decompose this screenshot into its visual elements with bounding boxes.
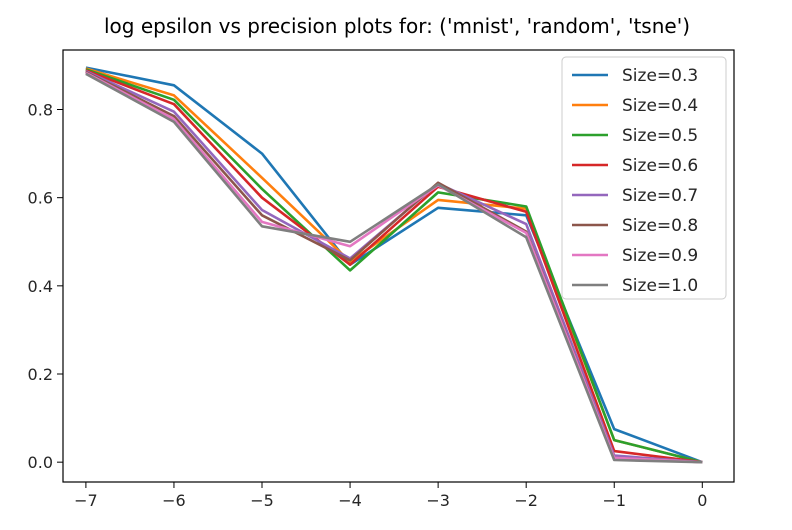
legend-label: Size=0.9 — [622, 246, 698, 266]
y-tick-label: 0.0 — [28, 453, 53, 472]
chart-title: log epsilon vs precision plots for: ('mn… — [104, 14, 690, 38]
series-line-4 — [85, 69, 703, 464]
series-line-1 — [85, 66, 703, 464]
x-tick-label: 0 — [697, 491, 707, 510]
x-tick-label: −3 — [426, 491, 450, 510]
legend-label: Size=0.8 — [622, 216, 698, 236]
legend-label: Size=1.0 — [622, 276, 698, 296]
y-tick-label: 0.8 — [28, 101, 53, 120]
x-tick-label: −1 — [602, 491, 626, 510]
legend-label: Size=0.6 — [622, 156, 698, 176]
legend-label: Size=0.4 — [622, 96, 698, 116]
legend: Size=0.3 Size=0.4 Size=0.5 Size=0.6 Size=0.7… — [561, 56, 727, 300]
x-tick-label: −6 — [162, 491, 186, 510]
legend-box — [561, 56, 727, 300]
x-tick-label: −7 — [74, 491, 98, 510]
x-tick-label: −5 — [250, 491, 274, 510]
legend-label: Size=0.7 — [622, 186, 698, 206]
legend-label: Size=0.3 — [622, 66, 698, 86]
x-tick-label: −4 — [338, 491, 362, 510]
legend-label: Size=0.5 — [622, 126, 698, 146]
series-line-3 — [85, 68, 703, 464]
y-tick-label: 0.6 — [28, 189, 53, 208]
axes: −7 −6 −5 −4 −3 −2 −1 0 0.0 0.2 0.4 0.6 0.8 — [28, 49, 735, 510]
y-tick-label: 0.4 — [28, 277, 53, 296]
axes-frame — [62, 49, 735, 483]
series-line-8 — [85, 72, 703, 464]
plot-area — [85, 66, 703, 464]
x-tick-label: −2 — [514, 491, 538, 510]
y-tick-label: 0.2 — [28, 365, 53, 384]
